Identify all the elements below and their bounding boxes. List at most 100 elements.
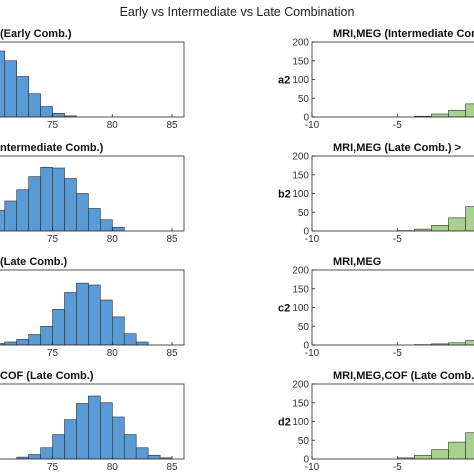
x-tick-label: -10 (305, 234, 320, 245)
histogram-bar (100, 219, 113, 231)
y-tick-label: 150 (292, 284, 309, 295)
x-tick-label: 85 (166, 462, 178, 473)
axes-box (311, 269, 474, 346)
histogram-bar (112, 416, 125, 459)
x-tick-label: 75 (47, 462, 59, 473)
histogram-bar (123, 434, 137, 459)
plot-area (414, 340, 474, 345)
figure-suptitle: Early vs Intermediate vs Late Combinatio… (120, 5, 355, 19)
histogram-bar (52, 167, 65, 231)
y-tick-label: 150 (292, 398, 309, 409)
histogram-bar (28, 334, 41, 345)
panel-label: a2 (278, 75, 290, 87)
histogram-bar (52, 434, 65, 459)
y-tick-label: 100 (292, 75, 309, 86)
y-tick-label: 50 (298, 322, 310, 333)
y-tick-label: 0 (303, 227, 309, 238)
panel-title: MRI,MEG,COF (Late Comb. (333, 370, 474, 382)
histogram-bar (448, 217, 466, 231)
panel-left-2: 70758085ntermediate Comb.) (0, 142, 185, 245)
histogram-bar (100, 402, 113, 459)
y-tick-label: 50 (298, 436, 310, 447)
x-tick-label: -5 (393, 120, 402, 131)
histogram-bar (112, 226, 125, 231)
plot-area (0, 50, 77, 117)
panel-title: MRI,MEG (333, 256, 381, 268)
histogram-bar (76, 193, 89, 231)
y-tick-label: 50 (298, 94, 310, 105)
panels: 70758085(Early Comb.)70758085ntermediate… (0, 28, 474, 473)
x-tick-label: 85 (166, 234, 178, 245)
x-tick-label: 75 (47, 348, 59, 359)
histogram-bar (0, 210, 6, 231)
histogram-bar (40, 325, 53, 345)
histogram-bar (465, 432, 474, 459)
histogram-bar (465, 340, 474, 345)
x-tick-label: -5 (393, 462, 402, 473)
histogram-bar (112, 316, 125, 345)
histogram-bar (4, 200, 17, 231)
panel-left-1: 70758085(Early Comb.) (0, 28, 185, 131)
histogram-bar (431, 225, 449, 231)
x-tick-label: 80 (107, 120, 119, 131)
histogram-bar (4, 60, 17, 117)
histogram-bar (40, 447, 53, 459)
plot-area (0, 166, 125, 231)
x-tick-label: 75 (47, 234, 59, 245)
histogram-bar (76, 282, 89, 345)
plot-area (397, 432, 474, 459)
panel-title: ntermediate Comb.) (0, 142, 104, 154)
histogram-bar (431, 113, 449, 117)
histogram-bar (100, 299, 113, 345)
plot-area (0, 282, 149, 345)
histogram-bar (135, 447, 149, 459)
x-tick-label: -10 (305, 348, 320, 359)
y-tick-label: 150 (292, 170, 309, 181)
panel-label: c2 (278, 303, 290, 315)
histogram-bar (64, 419, 77, 459)
y-tick-label: 200 (292, 152, 309, 163)
histogram-bar (16, 76, 29, 117)
panel-title: MRI,MEG (Intermediate Comb. (333, 28, 474, 40)
y-tick-label: 100 (292, 417, 309, 428)
axes-box (311, 41, 474, 118)
histogram-bar (28, 93, 41, 117)
panel-title: (Late Comb.) (0, 256, 68, 268)
x-tick-label: 75 (47, 120, 59, 131)
histogram-bar (431, 449, 449, 459)
histogram-bar (64, 178, 77, 231)
panel-left-4: 70758085COF (Late Comb.) (0, 370, 185, 473)
panel-title: MRI,MEG (Late Comb.) > (333, 142, 461, 154)
histogram-bar (16, 339, 29, 345)
histogram-bar (448, 441, 466, 459)
histogram-bar (123, 333, 137, 345)
axes-box (0, 269, 185, 346)
plot-area (16, 395, 173, 459)
histogram-bar (52, 112, 65, 117)
axes-box (0, 383, 185, 460)
panel-right-1: -10-50050100150200MRI,MEG (Intermediate … (278, 28, 474, 131)
plot-area (397, 206, 474, 231)
x-tick-label: 80 (107, 234, 119, 245)
y-tick-label: 200 (292, 380, 309, 391)
x-tick-label: -5 (393, 348, 402, 359)
x-tick-label: 80 (107, 348, 119, 359)
plot-area (414, 103, 474, 117)
histogram-bar (465, 103, 474, 117)
axes-box (0, 155, 185, 232)
x-tick-label: 80 (107, 462, 119, 473)
panel-right-4: -10-50050100150200MRI,MEG,COF (Late Comb… (278, 370, 474, 473)
histogram-bar (88, 208, 101, 231)
panel-right-2: -10-50050100150200MRI,MEG (Late Comb.) >… (278, 142, 474, 245)
histogram-bar (465, 206, 474, 231)
histogram-bar (147, 454, 161, 459)
histogram-bar (76, 403, 89, 459)
panel-title: (Early Comb.) (0, 28, 72, 40)
histogram-bar (88, 284, 101, 345)
histogram-bar (52, 309, 65, 345)
y-tick-label: 0 (303, 113, 309, 124)
y-tick-label: 0 (303, 341, 309, 352)
histogram-bar (448, 109, 466, 117)
y-tick-label: 50 (298, 208, 310, 219)
